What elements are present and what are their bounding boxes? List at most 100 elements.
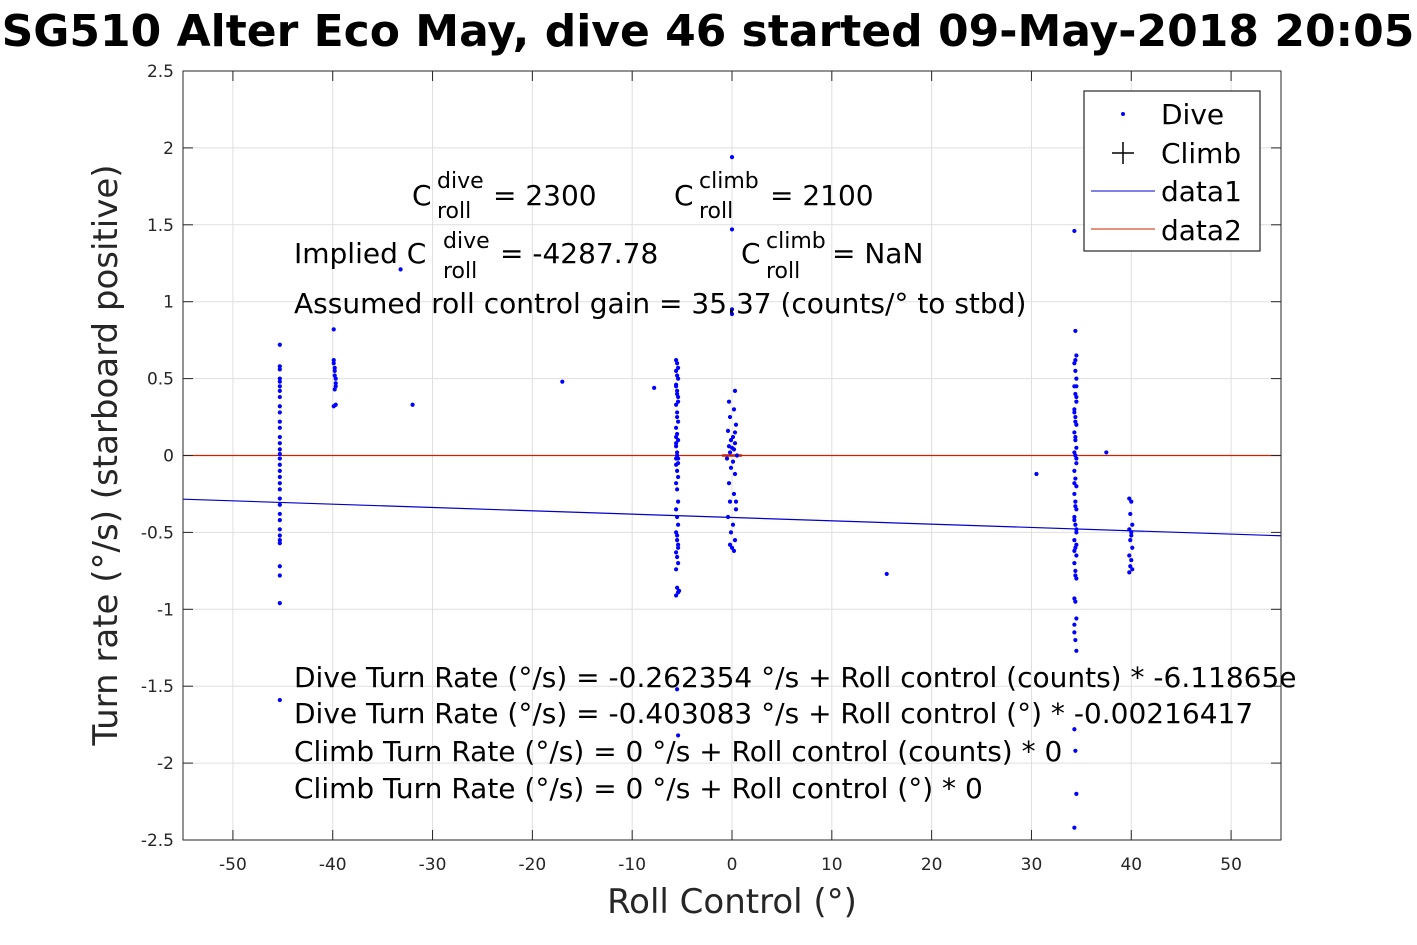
dive-point [277, 468, 282, 473]
dive-point [675, 468, 680, 473]
dive-point [675, 561, 681, 566]
dive-point [333, 381, 338, 386]
y-tick-label: -1 [157, 600, 174, 620]
dive-point [1129, 530, 1134, 535]
dive-point [729, 307, 735, 312]
dive-point [675, 399, 681, 404]
y-tick-labels: -2.5 -2 -1.5 -1 -0.5 0 0.5 1 1.5 2 2.5 [141, 62, 174, 851]
x-tick-label: -30 [419, 855, 447, 875]
dive-point [733, 499, 739, 504]
dive-point [726, 481, 732, 486]
dive-point [1072, 537, 1077, 543]
dive-point [277, 456, 282, 461]
dive-point [732, 388, 738, 394]
dive-point [1074, 399, 1079, 404]
gain-annotation: Assumed roll control gain = 35.37 (count… [294, 287, 1026, 320]
dive-point [277, 481, 282, 486]
dive-point [733, 507, 739, 512]
x-tick-label: 0 [727, 855, 738, 875]
dive-point [674, 384, 679, 389]
dive-point [277, 527, 282, 532]
dive-point [277, 342, 282, 347]
implied-dive-sub: roll [443, 259, 477, 284]
dive-point [675, 733, 681, 738]
y-tick-label: -1.5 [141, 677, 174, 697]
dive-point [732, 471, 738, 477]
implied-climb-prefix: C [741, 237, 761, 270]
x-tick-label: -50 [219, 855, 247, 875]
dive-point [1072, 630, 1077, 635]
dive-point [675, 438, 681, 443]
dive-point [1073, 434, 1078, 440]
dive-point [1072, 622, 1077, 627]
dive-point [727, 499, 733, 504]
dive-point [675, 499, 681, 504]
series-line-data1 [182, 498, 1282, 537]
dive-point [1074, 461, 1079, 466]
x-tick-label: 40 [1120, 855, 1142, 875]
dive-point [675, 388, 680, 394]
x-tick-label: 20 [921, 855, 943, 875]
dive-point [1074, 553, 1079, 558]
dive-point [1104, 450, 1109, 455]
dive-point [728, 530, 734, 535]
dive-point [675, 376, 681, 381]
dive-point [332, 368, 337, 374]
implied-climb-sup: climb [766, 229, 826, 254]
dive-point [277, 537, 282, 543]
dive-point [277, 379, 282, 384]
dive-point [675, 450, 680, 455]
dive-point [1072, 561, 1077, 566]
dive-point [730, 459, 736, 464]
x-tick-label: -20 [518, 855, 546, 875]
dive-point [675, 522, 681, 527]
dive-point [675, 391, 680, 397]
dive-point [1074, 376, 1079, 381]
dive-point [730, 522, 736, 527]
y-tick-label: 0.5 [147, 370, 174, 390]
dive-point [1072, 548, 1077, 553]
y-tick-label: -2.5 [141, 831, 174, 851]
dive-point [277, 564, 282, 569]
y-tick-label: -0.5 [141, 523, 174, 543]
dive-point [277, 541, 282, 546]
dive-point [277, 474, 282, 480]
dive-point [277, 601, 282, 606]
dive-point [729, 545, 735, 550]
legend-data1-label: data1 [1161, 175, 1242, 208]
dive-point [1072, 727, 1077, 732]
dive-point [277, 697, 282, 703]
y-axis-label: Turn rate (°/s) (starboard positive) [86, 164, 126, 746]
legend-dive-label: Dive [1161, 98, 1224, 131]
dive-point [1130, 545, 1135, 550]
y-tick-label: 2 [163, 139, 174, 159]
dive-point [675, 361, 680, 366]
dive-point [277, 404, 282, 409]
dive-point [1127, 496, 1132, 501]
implied-dive-prefix: Implied C [294, 237, 426, 270]
y-tick-label: -2 [157, 754, 174, 774]
dive-point [560, 379, 565, 384]
dive-point [727, 542, 733, 547]
dive-point [1129, 557, 1134, 563]
dive-point [277, 447, 282, 452]
dive-point [1073, 522, 1078, 527]
equation-climb-counts: Climb Turn Rate (°/s) = 0 °/s + Roll con… [294, 735, 1062, 768]
dive-point [277, 394, 282, 400]
dive-point [277, 441, 282, 446]
dive-point [725, 514, 731, 520]
dive-point [1074, 445, 1079, 450]
dive-point [1129, 499, 1134, 504]
dive-point [676, 588, 682, 593]
dive-point [728, 438, 734, 443]
y-tick-label: 1.5 [147, 216, 174, 236]
dive-point [675, 414, 680, 420]
c-climb-prefix: C [674, 179, 694, 212]
dive-point [674, 481, 679, 486]
dive-point [727, 450, 733, 455]
dive-point [675, 537, 680, 543]
legend-dive-marker [1121, 112, 1125, 116]
dive-point [729, 155, 735, 160]
dive-point [1072, 825, 1077, 830]
x-tick-label: 30 [1021, 855, 1043, 875]
